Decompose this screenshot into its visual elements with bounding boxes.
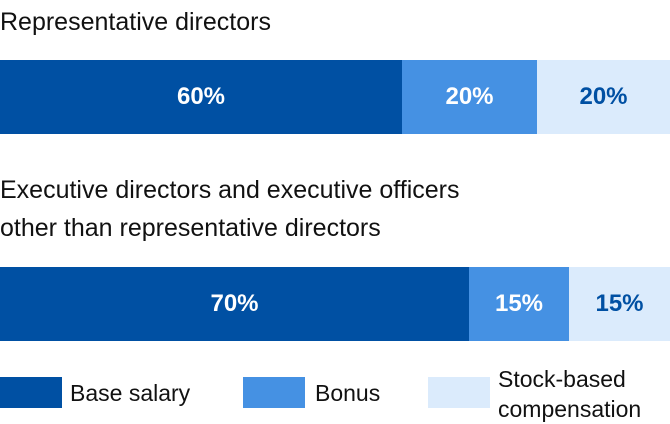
segment-label: 20%	[579, 83, 628, 110]
legend-swatch-bonus	[243, 377, 305, 408]
segment-base-salary: 60%	[0, 60, 402, 134]
segment-label: 20%	[445, 83, 494, 110]
segment-bonus: 15%	[469, 267, 569, 341]
segment-stock: 20%	[537, 60, 670, 134]
legend-label-stock-line1: Stock-based	[498, 366, 626, 392]
group1-title: Representative directors	[0, 8, 271, 36]
bar-representative-directors: 60% 20% 20%	[0, 60, 670, 134]
segment-bonus: 20%	[402, 60, 537, 134]
segment-label: 15%	[595, 290, 644, 317]
group2-title-line1: Executive directors and executive office…	[0, 176, 460, 204]
segment-stock: 15%	[569, 267, 670, 341]
segment-base-salary: 70%	[0, 267, 469, 341]
group2-title-line2: other than representative directors	[0, 214, 381, 242]
legend-label-bonus: Bonus	[315, 380, 381, 406]
segment-label: 60%	[176, 83, 226, 110]
segment-label: 70%	[210, 290, 259, 317]
bar-executive-directors: 70% 15% 15%	[0, 267, 670, 341]
legend-label-base-salary: Base salary	[70, 380, 191, 406]
legend-label-stock-line2: compensation	[498, 396, 642, 422]
legend-swatch-stock	[428, 377, 490, 408]
legend-swatch-base-salary	[0, 377, 62, 408]
segment-label: 15%	[494, 290, 544, 317]
